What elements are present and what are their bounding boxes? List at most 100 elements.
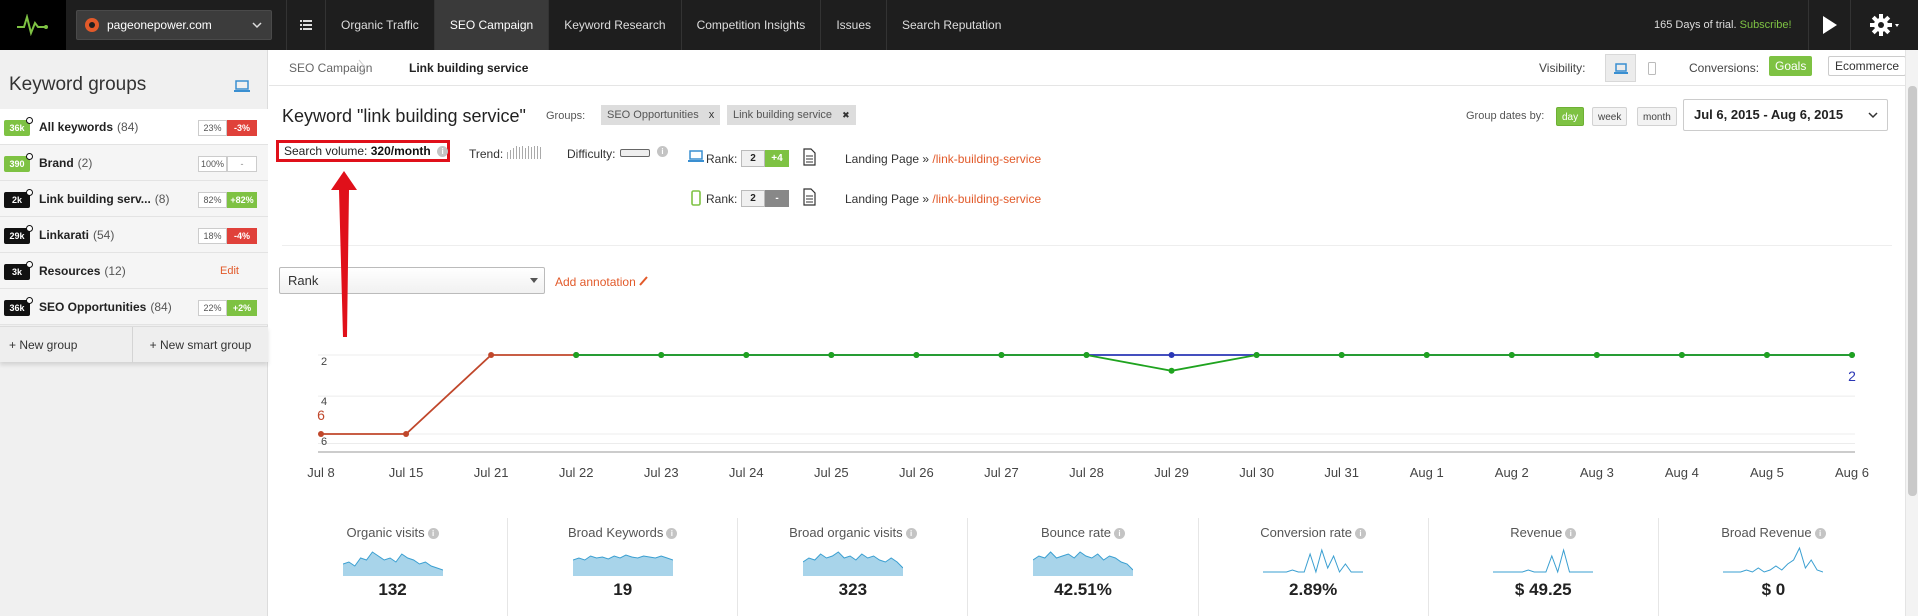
tag-settings-icon[interactable]: ✖ (842, 110, 850, 120)
x-tick-label: Jul 31 (1324, 465, 1359, 480)
metric-sparkline (572, 554, 673, 576)
data-point (1253, 352, 1260, 358)
keyword-group-all-keywords[interactable]: 36k All keywords (84) 23% -3% (0, 109, 268, 145)
data-point (828, 352, 835, 358)
page-scrollbar[interactable] (1905, 50, 1918, 616)
x-tick-label: Aug 4 (1665, 465, 1699, 480)
sidebar-footer: + New group + New smart group (0, 326, 268, 363)
metric-value: 132 (378, 580, 407, 599)
site-selector[interactable]: pageonepower.com (76, 10, 272, 40)
landing-page-mobile: Landing Page » /link-building-service (845, 192, 1042, 206)
play-button[interactable] (1808, 0, 1850, 50)
x-tick-label: Jul 8 (307, 465, 334, 480)
mobile-visibility-toggle[interactable] (1636, 54, 1667, 82)
nav-issues[interactable]: Issues (820, 0, 886, 50)
metric-sparkline (1723, 546, 1824, 573)
group-name: All keywords (84) (39, 120, 139, 134)
data-point (1168, 352, 1175, 358)
y-tick-label: 2 (321, 356, 327, 368)
remove-tag-icon[interactable]: x (708, 109, 715, 121)
mobile-icon (1647, 61, 1656, 75)
landing-page-desktop: Landing Page » /link-building-service (845, 152, 1042, 166)
x-tick-label: Jul 23 (644, 465, 679, 480)
app-logo[interactable] (0, 0, 66, 50)
document-icon[interactable] (803, 188, 816, 206)
nav-organic-traffic[interactable]: Organic Traffic (325, 0, 434, 50)
nav-keyword-research[interactable]: Keyword Research (548, 0, 680, 50)
menu-list-icon[interactable] (286, 0, 324, 50)
group-name: Brand (2) (39, 156, 93, 170)
group-tag-seo-opportunities[interactable]: SEO Opportunities x (601, 105, 721, 125)
info-icon[interactable]: i (1114, 528, 1126, 540)
new-group-button[interactable]: + New group (0, 327, 133, 363)
keyword-group-brand[interactable]: 390 Brand (2) 100% - (0, 145, 268, 181)
data-point (1168, 367, 1175, 374)
metric-value: $ 49.25 (1514, 580, 1572, 599)
document-icon[interactable] (803, 148, 816, 166)
data-point (1678, 352, 1685, 358)
group-name: Resources (12) (39, 264, 126, 278)
metric-label: Conversion rate i (1199, 525, 1428, 540)
keyword-group-seo-opportunities[interactable]: 36k SEO Opportunities (84) 22% +2% (0, 289, 268, 325)
info-icon[interactable]: i (1814, 528, 1826, 540)
chart-metric-select[interactable]: Rank (279, 267, 545, 294)
group-percent: 100% (198, 156, 227, 172)
group-by-week-button[interactable]: week (1592, 107, 1628, 126)
keyword-group-resources[interactable]: 3k Resources (12) Edit (0, 253, 268, 289)
data-point (573, 352, 580, 358)
goals-button[interactable]: Goals (1769, 56, 1813, 76)
info-icon[interactable]: i (1355, 528, 1367, 540)
info-icon[interactable]: i (1565, 528, 1577, 540)
group-percent: 82% (198, 192, 227, 208)
laptop-icon (688, 150, 704, 162)
group-dates-label: Group dates by: (1466, 110, 1545, 122)
info-icon[interactable]: i (437, 146, 449, 158)
scrollbar-thumb[interactable] (1908, 86, 1917, 496)
group-tag-link-building[interactable]: Link building service ✖ (727, 105, 856, 125)
metric-card: Broad organic visits i 323 (738, 518, 969, 616)
visibility-label: Visibility: (1539, 61, 1586, 75)
metric-sparkline (1032, 551, 1133, 576)
info-icon[interactable]: i (427, 528, 439, 540)
x-tick-label: Jul 30 (1239, 465, 1274, 480)
sidebar-title: Keyword groups (9, 74, 147, 95)
new-smart-group-button[interactable]: + New smart group (149, 338, 252, 352)
keyword-groups-sidebar: Keyword groups 36k All keywords (84) 23% … (0, 50, 268, 616)
data-point (403, 431, 410, 437)
breadcrumb-seo-campaign[interactable]: SEO Campaign (289, 61, 373, 75)
keyword-group-link-building[interactable]: 2k Link building serv... (8) 82% +82% (0, 181, 268, 217)
landing-page-link[interactable]: /link-building-service (932, 192, 1042, 206)
group-by-month-button[interactable]: month (1637, 107, 1677, 126)
series-line (576, 354, 1852, 372)
ecommerce-button[interactable]: Ecommerce (1828, 56, 1907, 76)
info-icon[interactable]: i (666, 528, 678, 540)
nav-search-reputation[interactable]: Search Reputation (886, 0, 1016, 50)
subscribe-link[interactable]: Subscribe! (1739, 19, 1792, 31)
data-point (573, 352, 580, 358)
data-point (1849, 352, 1855, 358)
group-by-day-button[interactable]: day (1556, 107, 1585, 126)
landing-page-link[interactable]: /link-building-service (932, 152, 1042, 166)
play-icon (1822, 16, 1837, 34)
nav-competition-insights[interactable]: Competition Insights (680, 0, 821, 50)
add-annotation-link[interactable]: Add annotation (555, 275, 648, 289)
x-tick-label: Jul 21 (474, 465, 509, 480)
y-tick-label: 6 (321, 436, 327, 448)
date-range-picker[interactable]: Jul 6, 2015 - Aug 6, 2015 (1683, 99, 1888, 131)
edit-group-link[interactable]: Edit (220, 265, 239, 277)
laptop-icon[interactable] (234, 80, 250, 92)
gear-icon (1869, 14, 1899, 36)
volume-badge: 36k (4, 297, 33, 316)
selected-metric: Rank (288, 273, 319, 288)
metric-label: Broad Keywords i (508, 525, 737, 540)
desktop-visibility-toggle[interactable] (1605, 54, 1636, 82)
metric-card: Broad Keywords i 19 (508, 518, 739, 616)
info-icon[interactable]: i (905, 528, 917, 540)
settings-button[interactable] (1850, 0, 1918, 50)
data-point (913, 352, 920, 358)
data-point (1423, 352, 1430, 358)
info-icon[interactable]: i (657, 146, 668, 157)
nav-seo-campaign[interactable]: SEO Campaign (433, 0, 549, 50)
x-tick-label: Jul 22 (559, 465, 594, 480)
keyword-group-linkarati[interactable]: 29k Linkarati (54) 18% -4% (0, 217, 268, 253)
